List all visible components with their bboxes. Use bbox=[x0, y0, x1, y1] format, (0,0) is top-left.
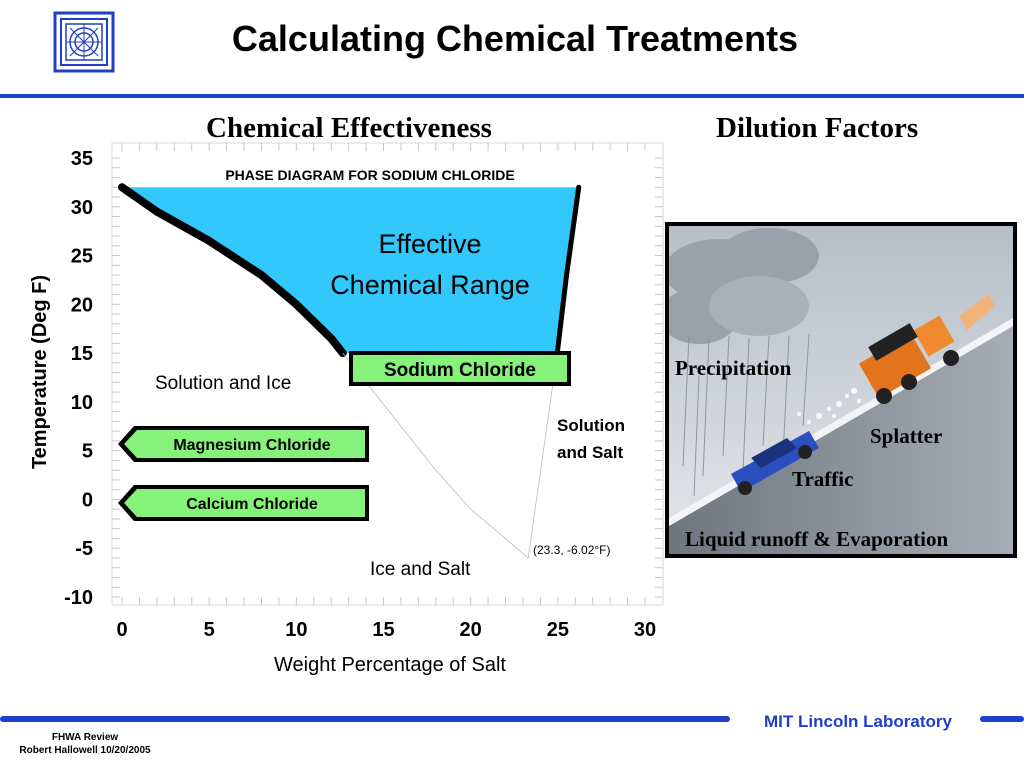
x-tick-label: 5 bbox=[204, 619, 215, 641]
solution-salt-label-line2: and Salt bbox=[557, 443, 623, 462]
footer-review: FHWA Review bbox=[51, 732, 119, 743]
y-tick-label: 0 bbox=[82, 489, 93, 511]
x-tick-label: 15 bbox=[372, 619, 394, 641]
traffic-label: Traffic bbox=[792, 467, 853, 491]
mit-lincoln-logo bbox=[53, 11, 115, 73]
magnesium-chloride-tag: Magnesium Chloride bbox=[118, 426, 369, 462]
precipitation-label: Precipitation bbox=[675, 356, 792, 380]
x-tick-label: 30 bbox=[634, 619, 656, 641]
ice-salt-label: Ice and Salt bbox=[370, 559, 471, 580]
effective-range-label-line2: Chemical Range bbox=[330, 270, 530, 300]
runoff-label: Liquid runoff & Evaporation bbox=[685, 527, 948, 551]
header-rule bbox=[0, 94, 1024, 98]
splatter-label: Splatter bbox=[870, 424, 942, 448]
x-tick-label: 20 bbox=[460, 619, 482, 641]
sodium-chloride-tag-label: Sodium Chloride bbox=[384, 360, 536, 381]
blue-car-icon bbox=[731, 431, 819, 495]
magnesium-chloride-tag-label: Magnesium Chloride bbox=[173, 437, 330, 454]
solution-salt-label-line1: Solution bbox=[557, 416, 625, 435]
y-axis-label: Temperature (Deg F) bbox=[29, 275, 51, 469]
sodium-chloride-tag: Sodium Chloride bbox=[349, 351, 571, 386]
y-tick-label: 15 bbox=[71, 343, 93, 365]
left-section-heading: Chemical Effectiveness bbox=[206, 112, 492, 144]
salt-boundary-line bbox=[527, 353, 558, 559]
storm-cloud-icon bbox=[669, 228, 819, 344]
eutectic-point-label: (23.3, -6.02°F) bbox=[533, 543, 611, 557]
footer-rule-left bbox=[0, 716, 730, 722]
x-axis-label: Weight Percentage of Salt bbox=[274, 654, 506, 676]
y-tick-label: -10 bbox=[64, 587, 93, 609]
footer-author: Robert Hallowell 10/20/2005 bbox=[19, 745, 151, 756]
y-tick-label: 25 bbox=[71, 246, 93, 268]
rain-icon bbox=[682, 333, 810, 497]
calcium-chloride-tag-label: Calcium Chloride bbox=[186, 496, 318, 513]
x-tick-label: 25 bbox=[547, 619, 569, 641]
effective-chemical-range-area bbox=[122, 187, 579, 354]
y-tick-label: 35 bbox=[71, 148, 93, 170]
effective-range-label-line1: Effective bbox=[378, 229, 481, 259]
solution-ice-label: Solution and Ice bbox=[155, 373, 291, 394]
calcium-chloride-tag: Calcium Chloride bbox=[118, 485, 369, 521]
slide-title: Calculating Chemical Treatments bbox=[231, 18, 799, 59]
x-tick-label: 0 bbox=[116, 619, 127, 641]
y-tick-label: 5 bbox=[82, 441, 93, 463]
y-tick-label: 10 bbox=[71, 392, 93, 414]
dilution-factors-illustration: Precipitation Splatter Traffic Liquid ru… bbox=[669, 226, 1013, 554]
y-tick-label: 30 bbox=[71, 197, 93, 219]
solubility-curve-line bbox=[554, 184, 582, 356]
liquidus-curve-line bbox=[118, 183, 347, 358]
phase-diagram-chart: 0 5 10 15 20 25 30 35 30 25 20 15 10 5 0 -5 -10 PHASE D… bbox=[29, 142, 664, 676]
road-surface bbox=[669, 326, 1013, 554]
splatter-spray-icon bbox=[797, 388, 861, 424]
y-tick-label: 20 bbox=[71, 294, 93, 316]
y-tick-label: -5 bbox=[75, 538, 93, 560]
chart-title: PHASE DIAGRAM FOR SODIUM CHLORIDE bbox=[225, 167, 514, 183]
snow-plow-truck-icon bbox=[859, 294, 995, 404]
x-tick-label: 10 bbox=[285, 619, 307, 641]
right-section-heading: Dilution Factors bbox=[716, 112, 919, 144]
lab-name: MIT Lincoln Laboratory bbox=[764, 712, 952, 731]
footer-rule-right bbox=[980, 716, 1024, 722]
